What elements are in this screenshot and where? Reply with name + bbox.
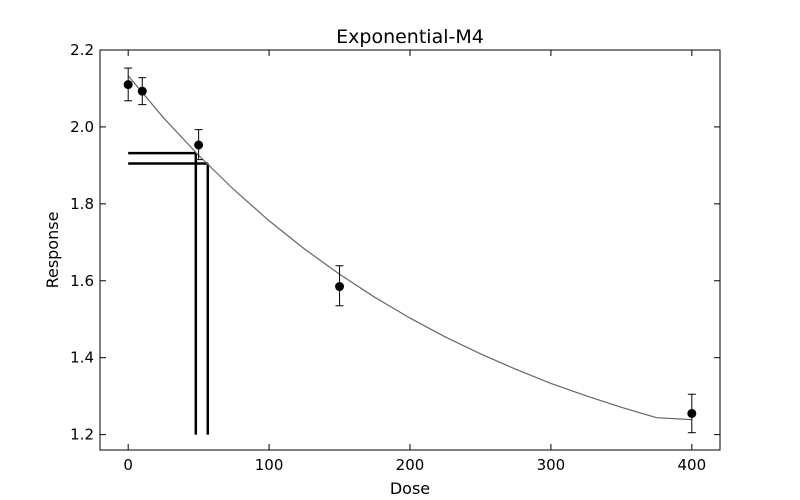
data-point	[687, 408, 697, 418]
axis-ticks: 0 100 200 300 400 1.2 1.4 1.6 1.8 2.0 2.2	[70, 41, 720, 474]
y-tick-label: 2.2	[70, 41, 94, 59]
y-tick-label: 2.0	[70, 118, 94, 136]
data-point	[123, 80, 133, 90]
x-tick-label: 400	[677, 456, 706, 474]
x-tick-label: 200	[396, 456, 425, 474]
y-tick-label: 1.4	[70, 349, 94, 367]
model-curve	[127, 75, 692, 421]
x-tick-label: 0	[123, 456, 133, 474]
data-point	[137, 86, 147, 96]
plot-frame	[99, 49, 721, 451]
x-tick-label: 100	[255, 456, 284, 474]
y-tick-label: 1.8	[70, 195, 94, 213]
bmd-marker-lines	[128, 151, 210, 435]
y-tick-label: 1.2	[70, 426, 94, 444]
y-axis-label: Response	[43, 212, 62, 289]
data-points	[123, 67, 697, 434]
data-point	[194, 140, 204, 150]
x-tick-label: 300	[537, 456, 566, 474]
data-point	[335, 282, 345, 292]
chart-title: Exponential-M4	[336, 26, 484, 48]
x-axis-label: Dose	[390, 479, 430, 498]
y-tick-label: 1.6	[70, 272, 94, 290]
